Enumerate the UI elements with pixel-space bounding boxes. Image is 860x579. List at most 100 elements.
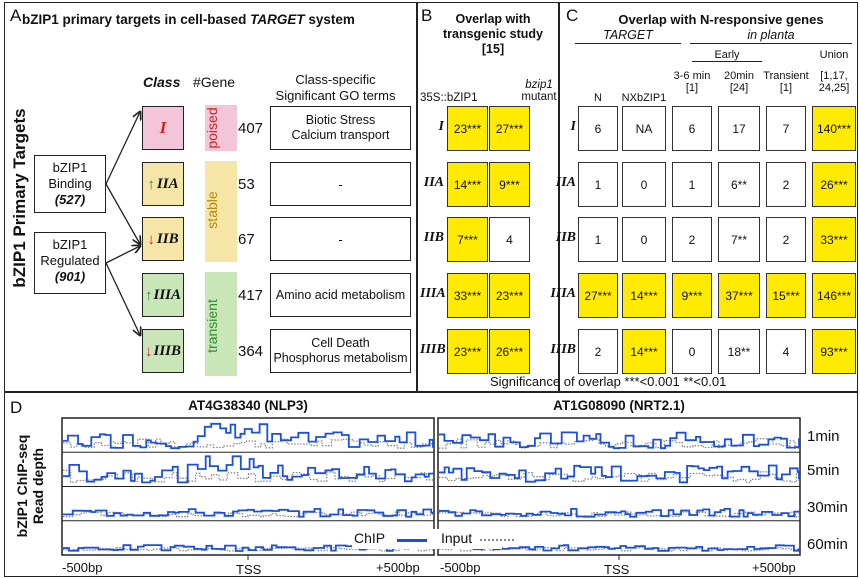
panel-c-early: Early [692,49,762,62]
panel-b-row-label: I [438,119,444,134]
x-right-1: +500bp [376,560,420,575]
panel-b-cell: 27*** [489,106,530,151]
panel-c-col-header: 20min [24] [724,70,754,94]
panel-c-cell: 146*** [812,273,856,318]
panel-c-cell: 15*** [766,273,806,318]
panel-c-row-label: IIB [555,230,576,245]
panel-b-col2: bzip1 mutant [520,79,558,103]
panel-c-cell: 33*** [812,217,856,262]
time-label-2: 5min [807,462,840,479]
gene-count-IIA: 53 [238,176,255,193]
gene2-title: AT1G08090 (NRT2.1) [553,398,685,413]
panel-c-cell: 14*** [622,329,666,374]
regulated-label: bZIP1 Regulated [40,237,100,268]
panel-b-cell: 7*** [447,217,488,262]
binding-label: bZIP1 Binding [48,160,92,191]
panel-c-cell: 4 [766,329,806,374]
panel-c-cell: 1 [578,162,618,207]
legend-chip-line [397,539,427,542]
panel-c-col-header: Transient [1] [763,70,809,94]
class-box-I: I [142,106,184,150]
significance-note: Significance of overlap ***<0.001 **<0.0… [490,374,727,389]
panel-b-cell: 14*** [447,162,488,207]
panel-c-cell: 18** [718,329,760,374]
regulated-count: (901) [54,269,86,284]
panel-b-cell: 26*** [489,329,530,374]
go-box-IIA: - [270,162,411,206]
binding-box: bZIP1 Binding (527) [34,155,106,213]
hdr-class: Class [143,74,181,90]
panel-b-cell: 4 [489,217,530,262]
chip-trace [439,508,800,518]
legend [352,529,502,549]
panel-d-letter: D [10,398,23,417]
panel-b-row-label: IIIB [420,342,446,357]
chip-trace [63,455,434,484]
panel-c-cell: 7 [766,106,806,151]
class-box-IIA: ↑ IIA [142,162,184,206]
panel-c-cell: 1 [672,162,712,207]
panel-c-col-header: N [594,92,602,104]
panel-c-cell: 2 [766,217,806,262]
up-arrow-icon: ↑ [147,175,155,193]
gene-count-IIB: 67 [238,231,255,248]
panel-a [4,2,417,392]
panel-c-cell: 93*** [812,329,856,374]
chip-trace [63,422,434,450]
go-box-IIB: - [270,217,411,261]
go-terms-IIIA: Amino acid metabolism [275,288,406,302]
chip-trace [63,508,434,518]
panel-c-cell: 6** [718,162,760,207]
panel-b-cell: 23*** [447,329,488,374]
group-band-stable [205,161,237,262]
chip-trace [439,544,800,552]
binding-count: (527) [54,192,86,207]
panel-c-cell: 9*** [672,273,712,318]
panel-c-col-header: 3-6 min [1] [673,70,711,94]
panel-c-cell: 37*** [718,273,760,318]
down-arrow-icon: ↓ [147,230,155,248]
panel-c-title: Overlap with N-responsive genes [618,12,824,27]
panel-c-row-label: IIIA [550,286,576,301]
class-label-IIA: IIA [156,175,179,192]
hdr-gene: #Gene [193,74,236,90]
panel-a-title-em: TARGET [250,12,305,27]
input-trace [439,438,800,449]
panel-a-title-post: system [304,12,355,27]
x-mid-1: TSS [236,562,262,577]
panel-b-col1: 35S::bZIP1 [420,92,478,104]
group-band-transient [205,272,237,376]
panel-a-title-pre: bZIP1 primary targets in cell-based [22,12,251,27]
panel-c-cell: NA [622,106,666,151]
panel-b-cell: 23*** [447,106,488,151]
panel-c-cell: 27*** [578,273,618,318]
panel-b-title: Overlap with transgenic study [15] [442,12,544,56]
input-trace [63,438,434,449]
time-label-3: 30min [807,499,848,516]
legend-chip-label: ChIP [354,530,386,546]
panel-b-row-label: IIB [423,230,444,245]
class-box-IIIA: ↑ IIIA [142,273,184,317]
x-left-2: -500bp [440,560,481,575]
panel-c-cell: 2 [578,329,618,374]
regulated-box: bZIP1 Regulated (901) [34,232,106,294]
panel-d [4,392,858,577]
panel-c-row-label: IIIB [550,342,576,357]
panel-c-cell: 0 [622,162,666,207]
panel-a-title: bZIP1 primary targets in cell-based TARG… [22,12,355,27]
chip-trace [439,431,800,450]
time-label-1: 1min [807,428,840,445]
chip-trace [439,464,800,484]
panel-c [559,2,858,392]
panel-c-cell: 14*** [622,273,666,318]
panel-c-cell: 2 [766,162,806,207]
panel-c-cell: 1 [578,217,618,262]
x-left-1: -500bp [62,560,103,575]
panel-b-cell: 33*** [447,273,488,318]
panel-b-cell: 23*** [489,273,530,318]
class-box-IIIB: ↓ IIIB [142,329,184,373]
connector-arrows [105,0,420,390]
hdr-go: Class-specific Significant GO terms [275,72,396,103]
panel-b-row-label: IIIA [420,286,446,301]
panel-c-cell: 2 [672,217,712,262]
